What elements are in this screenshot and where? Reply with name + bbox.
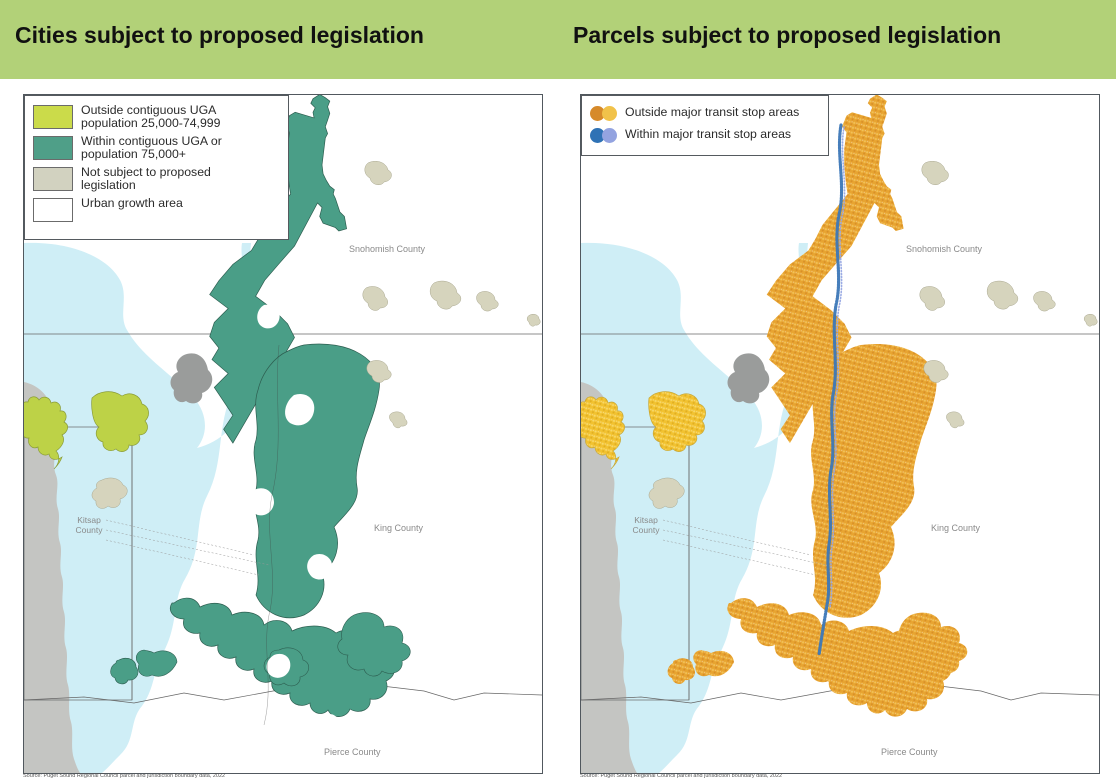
svg-text:Kitsap: Kitsap — [77, 515, 101, 525]
svg-text:Pierce County: Pierce County — [881, 747, 938, 757]
svg-text:Kitsap: Kitsap — [634, 515, 658, 525]
svg-text:Pierce County: Pierce County — [324, 747, 381, 757]
svg-text:King County: King County — [374, 523, 424, 533]
svg-text:County: County — [76, 525, 104, 535]
svg-text:Snohomish County: Snohomish County — [349, 244, 426, 254]
svg-text:King County: King County — [931, 523, 981, 533]
svg-text:Snohomish County: Snohomish County — [906, 244, 983, 254]
svg-text:County: County — [633, 525, 661, 535]
